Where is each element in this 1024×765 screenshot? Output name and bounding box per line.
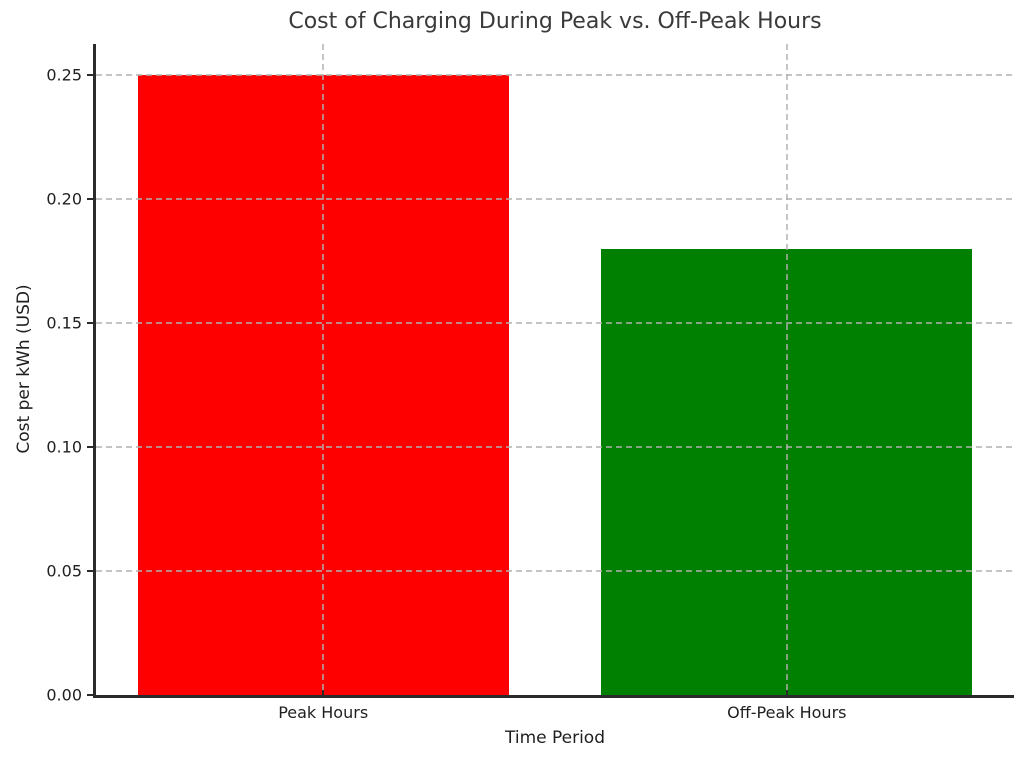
x-axis-spine <box>93 695 1014 698</box>
y-axis-spine <box>93 44 96 698</box>
y-tick-label: 0.25 <box>46 65 82 85</box>
y-axis-title: Cost per kWh (USD) <box>14 284 34 454</box>
bar-peak-hours <box>137 75 509 695</box>
chart-title: Cost of Charging During Peak vs. Off-Pea… <box>288 9 822 34</box>
y-tick-mark <box>87 570 93 572</box>
x-tick-label: Peak Hours <box>278 703 369 722</box>
y-tick-mark <box>87 198 93 200</box>
y-tick-label: 0.00 <box>46 685 82 705</box>
y-tick-label: 0.15 <box>46 313 82 333</box>
x-tick-mark <box>785 690 788 695</box>
y-tick-mark <box>87 446 93 448</box>
y-tick-mark <box>87 74 93 76</box>
y-tick-mark <box>87 322 93 324</box>
y-tick-label: 0.05 <box>46 561 82 581</box>
y-tick-label: 0.20 <box>46 189 82 209</box>
x-tick-mark <box>322 690 325 695</box>
x-axis-title: Time Period <box>504 728 606 748</box>
x-tick-label: Off-Peak Hours <box>727 703 847 722</box>
y-tick-label: 0.10 <box>46 437 82 457</box>
plot-area: 0.00 0.05 0.10 0.15 0.20 0.25 Peak Hours Off-Pe… <box>46 44 1014 722</box>
bar-off-peak-hours <box>601 248 973 695</box>
y-tick-mark <box>87 694 93 696</box>
